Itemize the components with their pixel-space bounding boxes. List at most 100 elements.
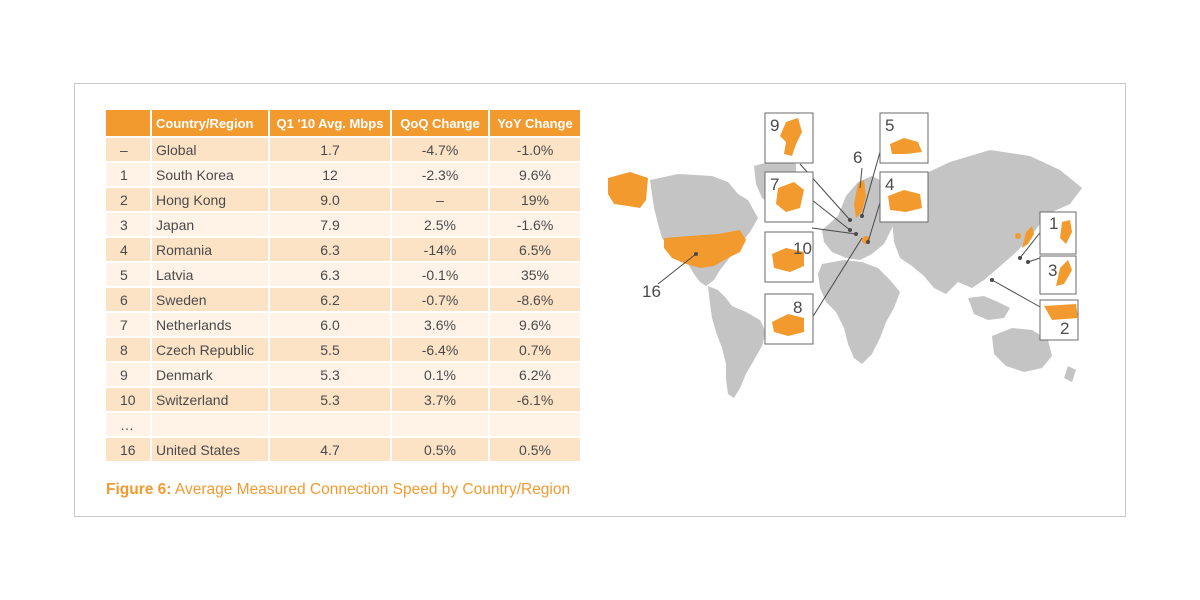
north-america-shape [650, 174, 758, 286]
figure-caption: Figure 6: Average Measured Connection Sp… [106, 481, 570, 499]
table-row: 2 Hong Kong 9.0–19% [106, 186, 580, 211]
qoq-cell [390, 411, 488, 436]
rank-cell: 3 [106, 211, 150, 236]
yoy-cell: 0.7% [488, 336, 580, 361]
yoy-cell: 35% [488, 261, 580, 286]
callout-number: 10 [793, 239, 812, 258]
callout-number: 2 [1060, 319, 1069, 338]
country-cell: Global [150, 136, 268, 161]
mbps-cell: 1.7 [268, 136, 390, 161]
callout-number: 9 [770, 116, 779, 135]
table-row: 9 Denmark 5.3 0.1% 6.2% [106, 361, 580, 386]
rank-cell: – [106, 136, 150, 161]
country-cell: Japan [150, 211, 268, 236]
yoy-cell: 9.6% [488, 161, 580, 186]
callout-numbers: 9 5 6 7 4 10 8 1 3 2 16 [642, 116, 1069, 338]
country-cell: Czech Republic [150, 336, 268, 361]
asia-shape [890, 150, 1082, 294]
yoy-cell [488, 411, 580, 436]
new-zealand-shape [1064, 366, 1076, 382]
table-row: 6 Sweden 6.2 -0.7% -8.6% [106, 286, 580, 311]
qoq-cell: 3.6% [390, 311, 488, 336]
yoy-cell: -6.1% [488, 386, 580, 411]
mbps-cell: 12 [268, 161, 390, 186]
country-cell: Switzerland [150, 386, 268, 411]
table-row: 7 Netherlands 6.0 3.6% 9.6% [106, 311, 580, 336]
usa-highlight [664, 230, 746, 268]
header-rank [106, 110, 150, 136]
world-map: 9 5 6 7 4 10 8 1 3 2 16 [608, 112, 1082, 398]
header-mbps: Q1 '10 Avg. Mbps [268, 110, 390, 136]
south-america-shape [708, 286, 766, 398]
callout-box-south-korea [1039, 211, 1077, 255]
rank-cell: 16 [106, 436, 150, 461]
speed-table: Country/Region Q1 '10 Avg. Mbps QoQ Chan… [106, 110, 580, 461]
mbps-cell: 4.7 [268, 436, 390, 461]
japan-highlight [1022, 226, 1034, 248]
callout-box-japan [1039, 255, 1077, 295]
callout-number: 8 [793, 298, 802, 317]
rank-cell: 10 [106, 386, 150, 411]
europe-shape [822, 176, 896, 260]
africa-shape [818, 260, 900, 364]
qoq-cell: -14% [390, 236, 488, 261]
southeast-asia-shape [968, 296, 1010, 320]
alaska-highlight [608, 172, 648, 208]
caption-text: Average Measured Connection Speed by Cou… [171, 481, 571, 498]
table-row: – Global 1.7 -4.7% -1.0% [106, 136, 580, 161]
qoq-cell: -0.7% [390, 286, 488, 311]
table-row: 8 Czech Republic 5.5 -6.4% 0.7% [106, 336, 580, 361]
country-cell: South Korea [150, 161, 268, 186]
rank-cell: 4 [106, 236, 150, 261]
table-row: 5 Latvia 6.3 -0.1% 35% [106, 261, 580, 286]
table-row: 3 Japan 7.9 2.5% -1.6% [106, 211, 580, 236]
mbps-cell: 6.2 [268, 286, 390, 311]
callout-number: 4 [885, 175, 894, 194]
country-cell: Sweden [150, 286, 268, 311]
qoq-cell: 0.5% [390, 436, 488, 461]
qoq-cell: 2.5% [390, 211, 488, 236]
mbps-cell: 6.3 [268, 261, 390, 286]
callout-dots [694, 214, 1030, 282]
rank-cell: 9 [106, 361, 150, 386]
callout-shapes [772, 118, 1078, 336]
table-header-row: Country/Region Q1 '10 Avg. Mbps QoQ Chan… [106, 110, 580, 136]
caption-label: Figure 6: [106, 481, 172, 498]
mbps-cell: 9.0 [268, 186, 390, 211]
header-yoy: YoY Change [488, 110, 580, 136]
mbps-cell: 5.3 [268, 361, 390, 386]
country-cell: Latvia [150, 261, 268, 286]
country-cell: United States [150, 436, 268, 461]
table-row: 1 South Korea 12 -2.3% 9.6% [106, 161, 580, 186]
country-cell: Denmark [150, 361, 268, 386]
rank-cell: 6 [106, 286, 150, 311]
yoy-cell: 9.6% [488, 311, 580, 336]
mbps-cell: 5.5 [268, 336, 390, 361]
mbps-cell [268, 411, 390, 436]
qoq-cell: 3.7% [390, 386, 488, 411]
yoy-cell: 0.5% [488, 436, 580, 461]
callout-number: 3 [1048, 261, 1057, 280]
table-row: 10 Switzerland 5.3 3.7% -6.1% [106, 386, 580, 411]
qoq-cell: – [390, 186, 488, 211]
table-row: … [106, 411, 580, 436]
callout-number: 7 [770, 175, 779, 194]
yoy-cell: 19% [488, 186, 580, 211]
mbps-cell: 5.3 [268, 386, 390, 411]
rank-cell: 1 [106, 161, 150, 186]
country-cell: Netherlands [150, 311, 268, 336]
qoq-cell: -0.1% [390, 261, 488, 286]
callout-number: 1 [1049, 214, 1058, 233]
mbps-cell: 7.9 [268, 211, 390, 236]
qoq-cell: -6.4% [390, 336, 488, 361]
qoq-cell: 0.1% [390, 361, 488, 386]
rank-cell: 2 [106, 186, 150, 211]
figure-frame [74, 83, 1126, 517]
qoq-cell: -2.3% [390, 161, 488, 186]
rank-cell: 8 [106, 336, 150, 361]
header-country: Country/Region [150, 110, 268, 136]
yoy-cell: 6.5% [488, 236, 580, 261]
callout-number: 6 [853, 148, 862, 167]
callout-number: 16 [642, 282, 661, 301]
australia-shape [992, 328, 1052, 372]
